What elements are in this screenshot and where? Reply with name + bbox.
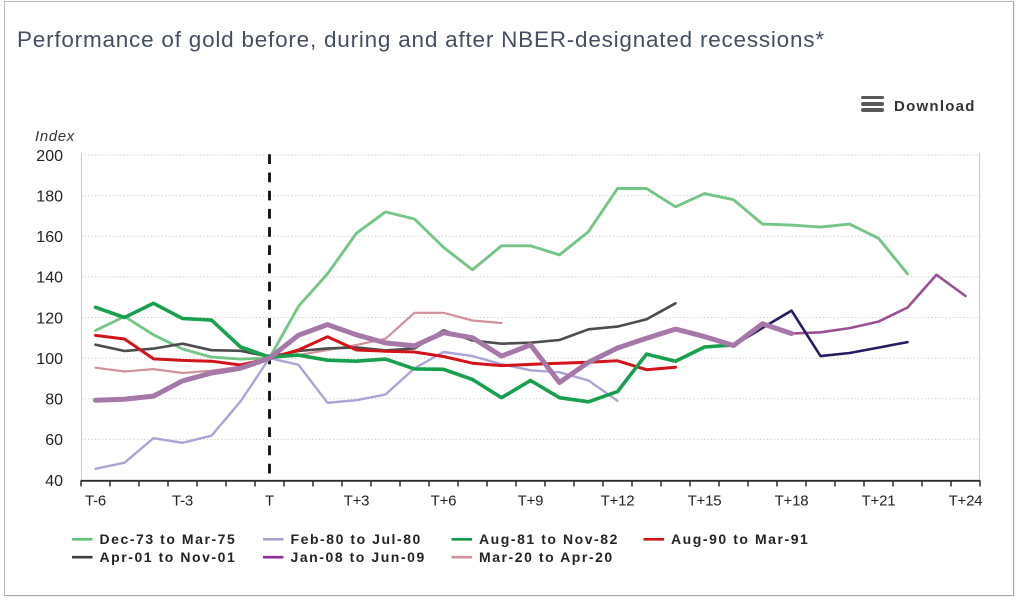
svg-text:T+9: T+9 — [518, 493, 544, 510]
svg-text:80: 80 — [45, 392, 63, 409]
svg-text:Aug-90 to Mar-91: Aug-90 to Mar-91 — [671, 531, 809, 547]
svg-text:Mar-20 to Apr-20: Mar-20 to Apr-20 — [479, 549, 614, 565]
svg-text:160: 160 — [36, 229, 63, 246]
svg-text:Jan-08 to Jun-09: Jan-08 to Jun-09 — [291, 549, 426, 565]
svg-text:T-3: T-3 — [172, 493, 193, 510]
svg-text:180: 180 — [36, 188, 63, 205]
svg-text:60: 60 — [45, 432, 63, 449]
svg-text:200: 200 — [36, 148, 63, 165]
svg-text:T+3: T+3 — [344, 493, 370, 510]
svg-text:T-6: T-6 — [85, 493, 106, 510]
svg-text:T+15: T+15 — [688, 493, 722, 510]
svg-text:T+6: T+6 — [431, 493, 457, 510]
svg-text:T+18: T+18 — [775, 493, 809, 510]
svg-text:Aug-81 to Nov-82: Aug-81 to Nov-82 — [479, 531, 619, 547]
svg-text:Feb-80 to Jul-80: Feb-80 to Jul-80 — [291, 531, 422, 547]
svg-text:Index: Index — [35, 129, 75, 145]
svg-text:Dec-73 to Mar-75: Dec-73 to Mar-75 — [100, 531, 237, 547]
svg-text:T+12: T+12 — [601, 493, 635, 510]
svg-text:T: T — [265, 493, 274, 510]
svg-text:T+21: T+21 — [862, 493, 896, 510]
svg-text:40: 40 — [45, 473, 63, 490]
svg-text:100: 100 — [36, 351, 63, 368]
svg-text:Apr-01 to Nov-01: Apr-01 to Nov-01 — [100, 549, 237, 565]
svg-text:T+24: T+24 — [949, 493, 983, 510]
svg-text:140: 140 — [36, 270, 63, 287]
svg-text:120: 120 — [36, 310, 63, 327]
